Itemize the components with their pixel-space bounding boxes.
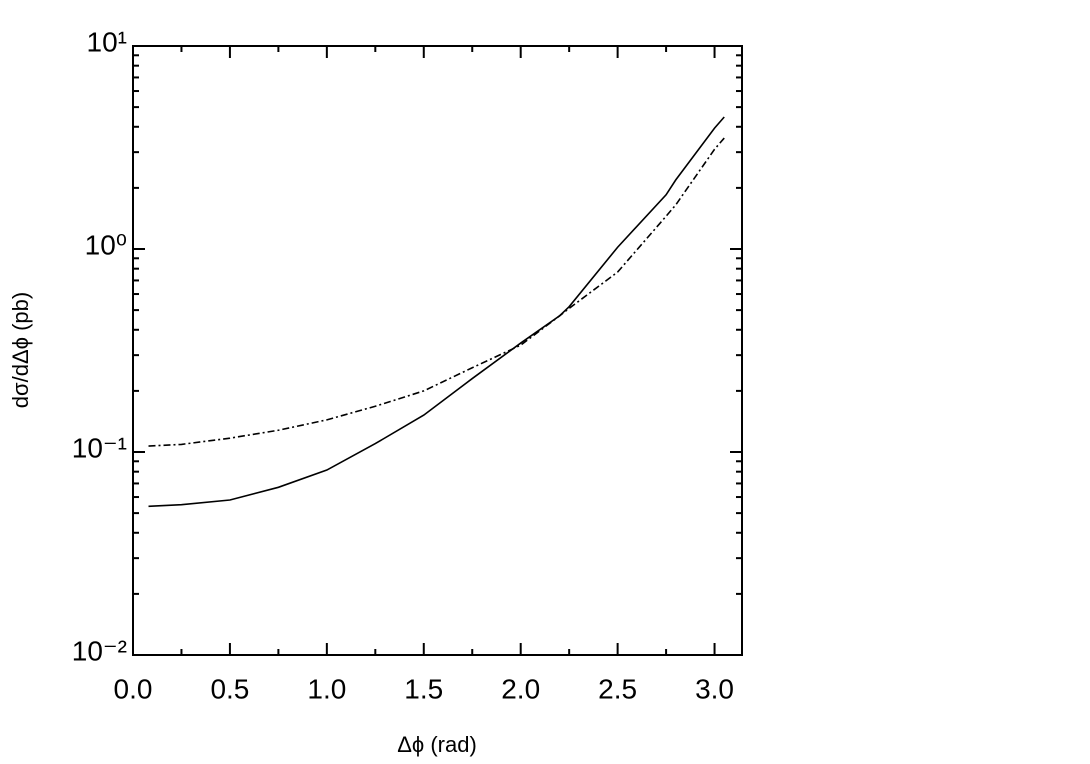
series-line — [148, 137, 725, 447]
y-tick-label: 10⁻² — [72, 635, 127, 666]
x-tick-label: 3.0 — [695, 673, 734, 704]
series-line — [148, 116, 725, 508]
x-tick-label: 0.5 — [210, 673, 249, 704]
x-tick-label: 0.0 — [114, 673, 153, 704]
y-tick-label: 10¹ — [87, 26, 127, 57]
x-tick-label: 2.5 — [598, 673, 637, 704]
y-tick-label: 10⁻¹ — [72, 432, 127, 463]
y-tick-label: 10⁰ — [85, 229, 127, 260]
x-tick-label: 2.0 — [501, 673, 540, 704]
y-axis-title: dσ/dΔϕ (pb) — [8, 292, 33, 408]
x-tick-label: 1.5 — [404, 673, 443, 704]
x-axis-title: Δϕ (rad) — [397, 732, 477, 757]
x-tick-label: 1.0 — [307, 673, 346, 704]
plot-frame — [132, 45, 743, 656]
